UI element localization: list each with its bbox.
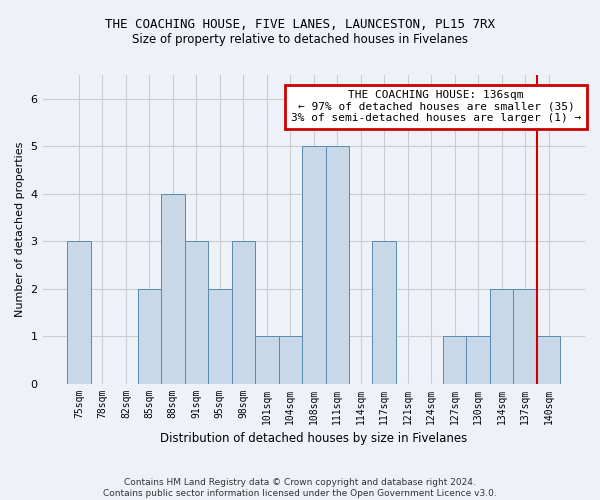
Y-axis label: Number of detached properties: Number of detached properties (15, 142, 25, 317)
Bar (443, 336, 466, 384)
Text: THE COACHING HOUSE, FIVE LANES, LAUNCESTON, PL15 7RX: THE COACHING HOUSE, FIVE LANES, LAUNCEST… (105, 18, 495, 30)
Bar (185, 241, 208, 384)
Bar (302, 146, 326, 384)
Bar (490, 288, 514, 384)
Bar (232, 241, 255, 384)
Bar (537, 336, 560, 384)
Bar (373, 241, 396, 384)
Bar (278, 336, 302, 384)
Bar (137, 288, 161, 384)
Bar (208, 288, 232, 384)
Bar (161, 194, 185, 384)
X-axis label: Distribution of detached houses by size in Fivelanes: Distribution of detached houses by size … (160, 432, 467, 445)
Bar (67, 241, 91, 384)
Text: Size of property relative to detached houses in Fivelanes: Size of property relative to detached ho… (132, 32, 468, 46)
Text: THE COACHING HOUSE: 136sqm
← 97% of detached houses are smaller (35)
3% of semi-: THE COACHING HOUSE: 136sqm ← 97% of deta… (291, 90, 581, 124)
Bar (326, 146, 349, 384)
Text: Contains HM Land Registry data © Crown copyright and database right 2024.
Contai: Contains HM Land Registry data © Crown c… (103, 478, 497, 498)
Bar (466, 336, 490, 384)
Bar (255, 336, 278, 384)
Bar (514, 288, 537, 384)
